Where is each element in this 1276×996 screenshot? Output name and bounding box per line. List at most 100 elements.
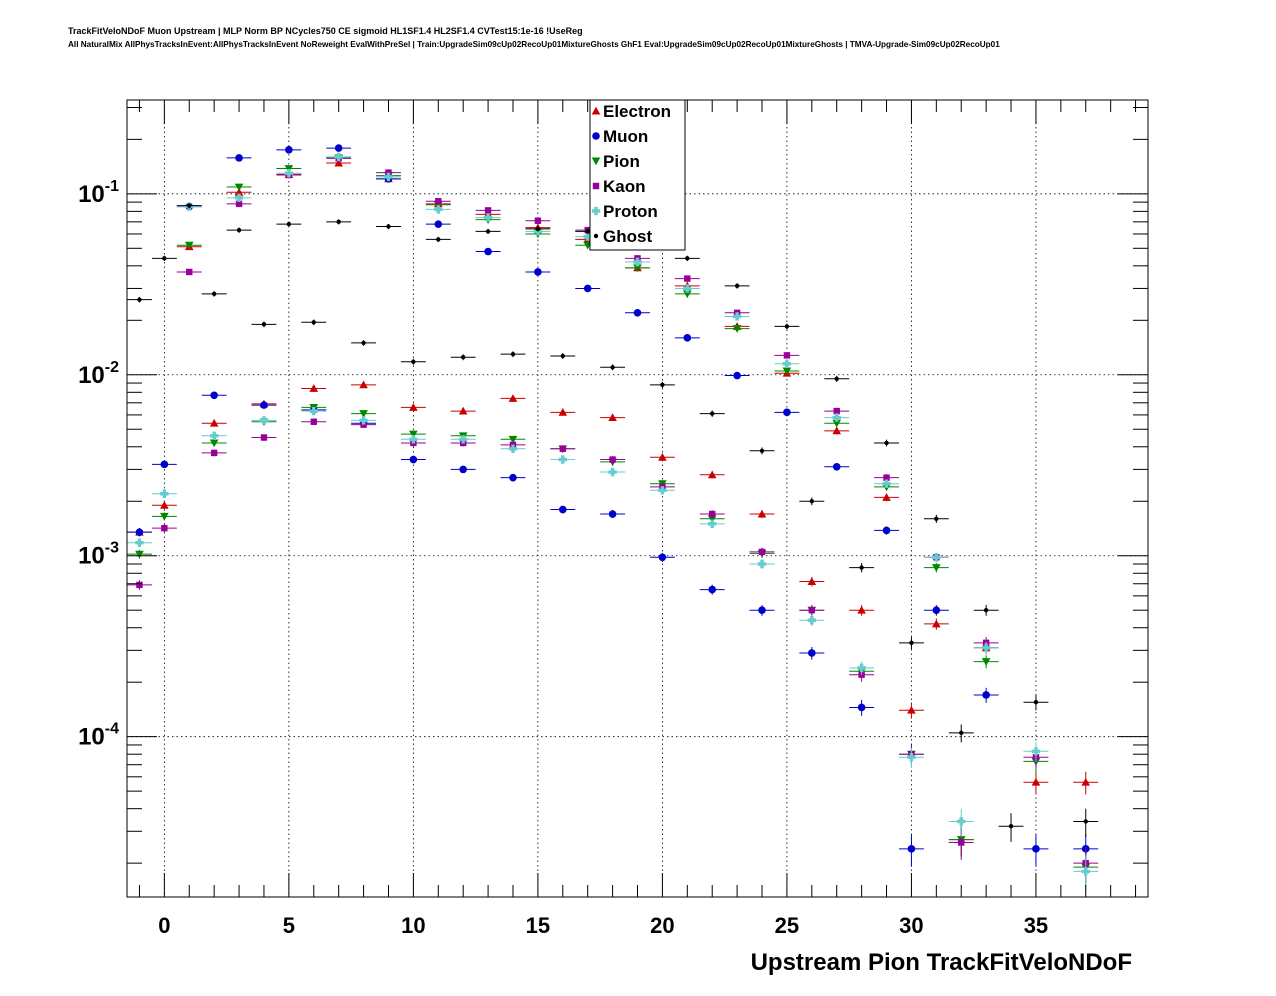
data-point bbox=[583, 232, 592, 241]
data-point bbox=[907, 845, 916, 853]
data-point bbox=[359, 410, 368, 418]
x-tick-label: 5 bbox=[283, 913, 295, 938]
legend-marker bbox=[593, 233, 599, 239]
data-point bbox=[1081, 867, 1090, 876]
data-point bbox=[284, 165, 294, 173]
data-point bbox=[733, 371, 741, 380]
x-tick-label: 10 bbox=[401, 913, 425, 938]
data-point bbox=[359, 380, 368, 389]
y-tick-label: 10-3 bbox=[78, 540, 119, 570]
data-point bbox=[209, 439, 219, 448]
data-point bbox=[184, 241, 194, 250]
data-point bbox=[384, 172, 393, 182]
data-point bbox=[932, 619, 941, 628]
data-point bbox=[684, 275, 691, 282]
data-point bbox=[809, 499, 815, 504]
data-point bbox=[235, 200, 243, 208]
grid-lines bbox=[127, 100, 1148, 897]
data-point bbox=[807, 577, 817, 585]
data-point bbox=[859, 565, 864, 570]
legend-label: Kaon bbox=[603, 177, 646, 196]
data-point bbox=[234, 193, 244, 203]
data-point bbox=[808, 649, 816, 657]
data-point bbox=[857, 663, 866, 673]
data-point bbox=[483, 213, 493, 222]
data-point bbox=[981, 658, 991, 666]
data-point bbox=[658, 486, 667, 495]
data-point bbox=[285, 146, 293, 154]
series-kaon bbox=[127, 155, 1099, 883]
data-point bbox=[162, 256, 167, 261]
data-point bbox=[857, 605, 866, 614]
legend-label: Pion bbox=[603, 152, 640, 171]
data-point bbox=[234, 187, 244, 196]
data-point bbox=[409, 435, 418, 444]
data-point bbox=[510, 351, 516, 357]
data-point bbox=[932, 564, 941, 572]
data-point bbox=[210, 449, 218, 457]
data-point bbox=[560, 353, 565, 359]
data-point bbox=[409, 403, 418, 411]
data-point bbox=[534, 268, 542, 276]
data-point bbox=[135, 528, 144, 536]
axis-ticks bbox=[127, 100, 1148, 897]
data-point bbox=[236, 227, 242, 233]
data-point bbox=[957, 817, 966, 826]
data-point bbox=[1083, 819, 1088, 824]
x-tick-label: 25 bbox=[775, 913, 799, 938]
data-point bbox=[534, 217, 542, 224]
data-point bbox=[160, 489, 169, 498]
y-tick-label: 10-4 bbox=[78, 721, 119, 751]
data-point bbox=[934, 516, 939, 521]
data-point bbox=[783, 352, 791, 359]
x-tick-label: 0 bbox=[158, 913, 170, 938]
data-point bbox=[882, 493, 891, 501]
data-point bbox=[508, 444, 518, 453]
data-point bbox=[633, 257, 642, 267]
data-point bbox=[434, 205, 443, 214]
data-point bbox=[884, 440, 889, 446]
data-point bbox=[409, 430, 418, 439]
data-point bbox=[484, 247, 492, 256]
data-point bbox=[757, 509, 767, 518]
data-point bbox=[1008, 824, 1014, 829]
data-point bbox=[708, 519, 717, 529]
data-point bbox=[832, 426, 842, 435]
data-point bbox=[732, 312, 742, 321]
data-point bbox=[834, 376, 839, 382]
data-point bbox=[732, 325, 742, 333]
data-point bbox=[784, 324, 790, 329]
data-point bbox=[509, 473, 517, 482]
data-point bbox=[485, 229, 491, 234]
data-point bbox=[583, 284, 592, 293]
legend-label: Ghost bbox=[603, 227, 652, 246]
data-point bbox=[707, 515, 717, 524]
data-point bbox=[210, 391, 218, 400]
data-point bbox=[436, 237, 441, 242]
data-point bbox=[209, 418, 219, 427]
data-point bbox=[311, 320, 316, 325]
data-point bbox=[932, 553, 941, 562]
y-tick-label: 10-1 bbox=[78, 178, 119, 208]
data-point bbox=[658, 553, 667, 562]
data-point bbox=[535, 226, 541, 232]
data-point bbox=[610, 365, 615, 370]
data-point bbox=[334, 158, 343, 167]
data-point bbox=[260, 401, 268, 409]
data-point bbox=[259, 416, 269, 425]
data-point bbox=[260, 434, 268, 441]
data-point bbox=[235, 154, 243, 162]
data-point bbox=[359, 416, 368, 425]
chart-title-line2: All NaturalMix AllPhysTracksInEvent:AllP… bbox=[68, 40, 1000, 49]
data-point bbox=[336, 219, 341, 225]
data-point bbox=[460, 355, 466, 360]
data-point bbox=[683, 290, 692, 299]
legend: Electron Muon Pion Kaon Proton Ghost bbox=[589, 99, 686, 251]
data-point bbox=[832, 463, 841, 471]
data-point bbox=[361, 340, 366, 346]
data-point bbox=[161, 524, 168, 532]
data-point bbox=[685, 256, 690, 261]
data-point bbox=[160, 512, 169, 521]
data-point bbox=[434, 220, 443, 228]
data-point bbox=[559, 445, 566, 452]
